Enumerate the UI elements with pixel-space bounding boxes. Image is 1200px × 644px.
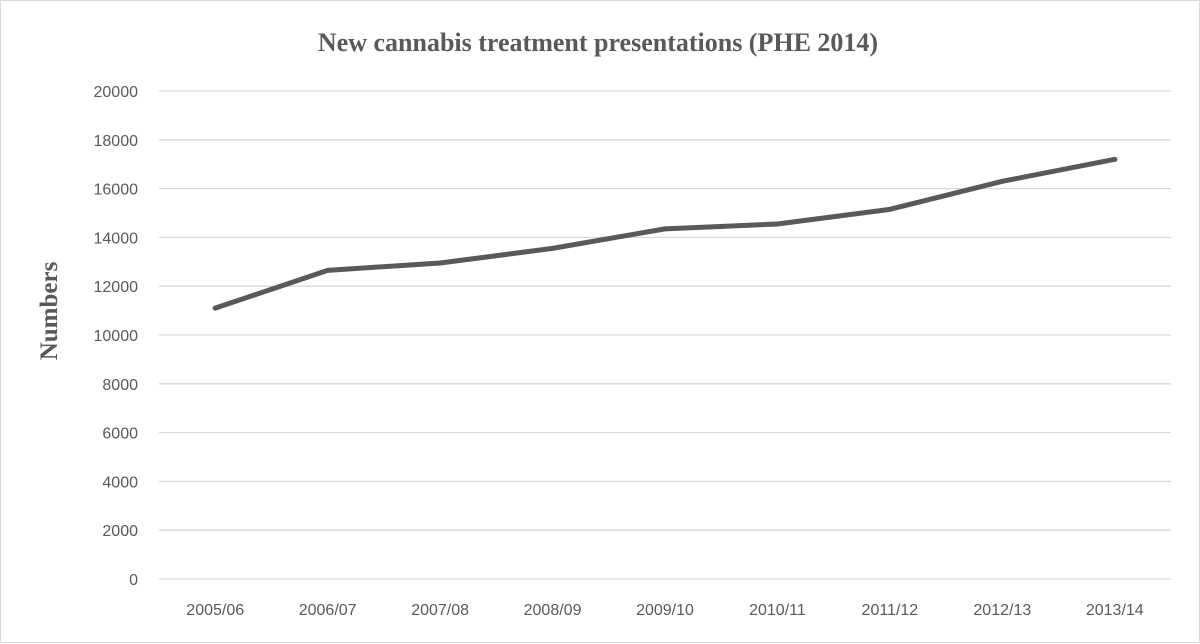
y-tick-label: 18000 [94, 133, 139, 150]
x-tick-label: 2009/10 [636, 602, 694, 619]
y-tick-label: 6000 [102, 426, 138, 443]
data-point [887, 206, 893, 212]
x-tick-label: 2007/08 [411, 602, 469, 619]
y-tick-label: 0 [129, 572, 138, 589]
y-tick-label: 16000 [94, 182, 139, 199]
data-point [212, 305, 218, 311]
x-tick-label: 2011/12 [862, 602, 919, 619]
data-point [437, 260, 443, 266]
x-tick-label: 2013/14 [1086, 602, 1144, 619]
y-tick-label: 14000 [94, 230, 139, 247]
x-tick-label: 2008/09 [524, 602, 582, 619]
data-point [325, 267, 331, 273]
data-point [999, 178, 1005, 184]
y-tick-label: 12000 [94, 279, 139, 296]
x-tick-label: 2012/13 [973, 602, 1031, 619]
x-tick-label: 2006/07 [299, 602, 357, 619]
y-axis-label: Numbers [36, 261, 63, 360]
data-point [550, 245, 556, 251]
data-point [1112, 156, 1118, 162]
y-tick-label: 20000 [94, 84, 139, 101]
y-tick-label: 8000 [102, 377, 138, 394]
data-point [774, 221, 780, 227]
x-tick-label: 2005/06 [186, 602, 244, 619]
y-tick-label: 2000 [102, 523, 138, 540]
y-tick-label: 10000 [94, 328, 139, 345]
y-tick-label: 4000 [102, 474, 138, 491]
chart-title: New cannabis treatment presentations (PH… [318, 28, 878, 57]
data-point [662, 226, 668, 232]
x-tick-label: 2010/11 [749, 602, 806, 619]
